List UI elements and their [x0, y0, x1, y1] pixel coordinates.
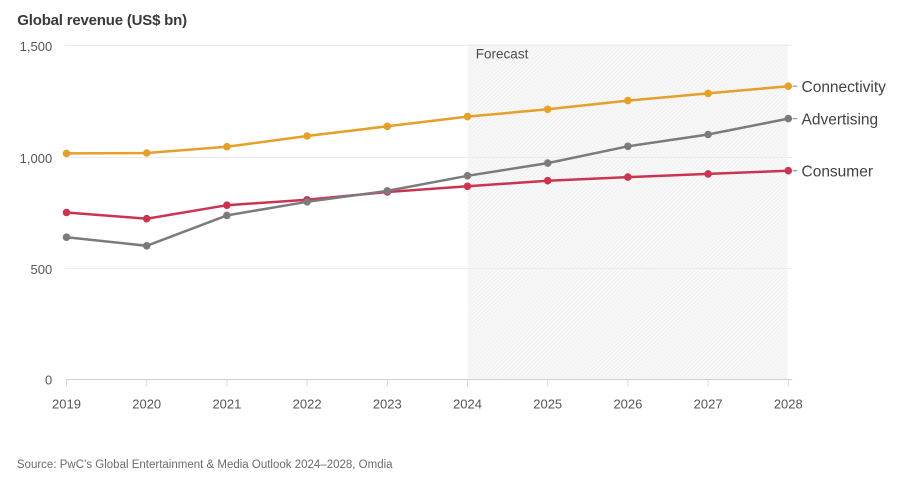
svg-text:Source: PwC’s Global Entertain: Source: PwC’s Global Entertainment & Med… — [17, 459, 393, 471]
svg-text:2027: 2027 — [694, 396, 723, 411]
svg-text:2020: 2020 — [132, 396, 161, 411]
svg-text:0: 0 — [45, 373, 52, 388]
svg-text:1,000: 1,000 — [20, 151, 53, 166]
svg-text:2024: 2024 — [453, 396, 482, 411]
svg-text:Consumer: Consumer — [802, 164, 874, 181]
svg-text:2028: 2028 — [774, 396, 803, 411]
svg-text:2026: 2026 — [613, 396, 642, 411]
svg-text:Forecast: Forecast — [476, 46, 529, 61]
svg-text:2023: 2023 — [373, 396, 402, 411]
svg-text:2022: 2022 — [293, 396, 322, 411]
svg-text:1,500: 1,500 — [20, 39, 53, 54]
svg-text:Global revenue (US$ bn): Global revenue (US$ bn) — [17, 12, 187, 29]
svg-text:2025: 2025 — [533, 396, 562, 411]
svg-text:Advertising: Advertising — [802, 112, 879, 129]
svg-text:2019: 2019 — [52, 396, 81, 411]
svg-text:500: 500 — [30, 262, 52, 277]
svg-text:Connectivity: Connectivity — [802, 79, 887, 96]
svg-text:2021: 2021 — [212, 396, 241, 411]
